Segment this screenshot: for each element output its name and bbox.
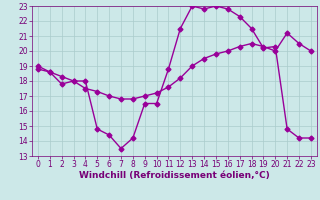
X-axis label: Windchill (Refroidissement éolien,°C): Windchill (Refroidissement éolien,°C) xyxy=(79,171,270,180)
